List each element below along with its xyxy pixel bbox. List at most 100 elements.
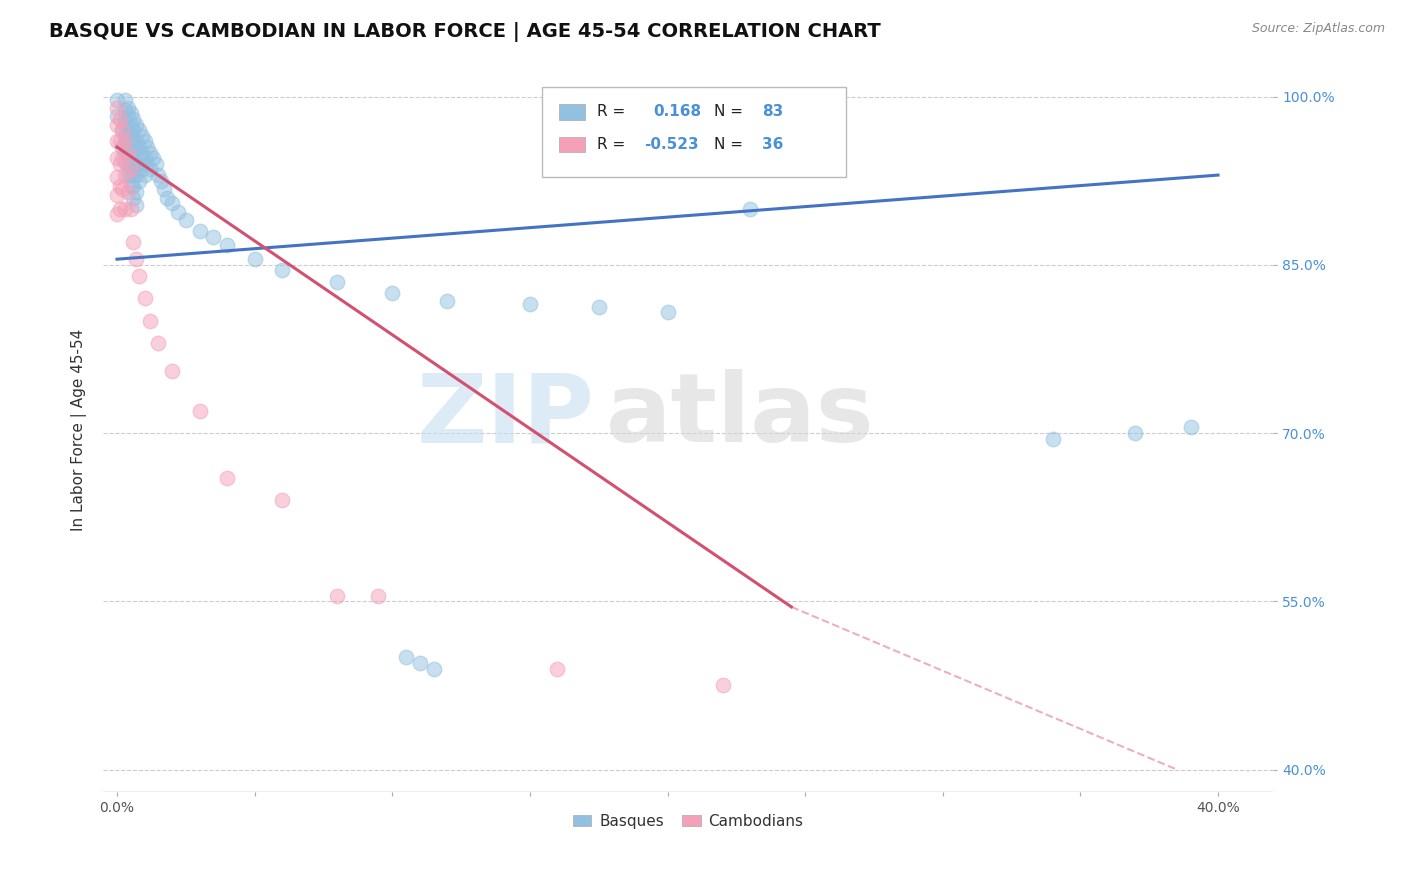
- Point: [117, 145, 139, 160]
- Point: [125, 157, 148, 171]
- Point: [114, 93, 136, 107]
- Point: [134, 151, 156, 165]
- Point: [105, 109, 128, 123]
- Text: N =: N =: [714, 137, 748, 152]
- Point: [114, 202, 136, 216]
- Point: [117, 185, 139, 199]
- Point: [1180, 420, 1202, 434]
- Point: [326, 589, 349, 603]
- Point: [105, 118, 128, 132]
- Point: [111, 181, 134, 195]
- Point: [217, 471, 239, 485]
- Text: R =: R =: [598, 104, 630, 120]
- Point: [117, 128, 139, 143]
- Point: [117, 168, 139, 182]
- Point: [122, 112, 145, 126]
- Point: [139, 145, 162, 160]
- Point: [114, 112, 136, 126]
- Point: [217, 237, 239, 252]
- Point: [114, 145, 136, 160]
- Point: [111, 123, 134, 137]
- Point: [546, 662, 568, 676]
- Text: Source: ZipAtlas.com: Source: ZipAtlas.com: [1251, 22, 1385, 36]
- Point: [128, 268, 150, 283]
- Point: [160, 364, 183, 378]
- Point: [150, 174, 173, 188]
- Text: ZIP: ZIP: [416, 369, 595, 462]
- Point: [381, 285, 404, 300]
- Point: [117, 120, 139, 135]
- FancyBboxPatch shape: [560, 136, 585, 153]
- Point: [738, 202, 761, 216]
- Point: [1042, 432, 1064, 446]
- Point: [120, 136, 142, 151]
- Point: [188, 403, 211, 417]
- Point: [114, 154, 136, 169]
- Point: [125, 118, 148, 132]
- Point: [117, 148, 139, 162]
- Y-axis label: In Labor Force | Age 45-54: In Labor Force | Age 45-54: [72, 329, 87, 532]
- Text: N =: N =: [714, 104, 748, 120]
- Point: [120, 202, 142, 216]
- Point: [395, 650, 418, 665]
- Point: [166, 205, 188, 219]
- Point: [114, 128, 136, 143]
- Point: [128, 174, 150, 188]
- Point: [114, 135, 136, 149]
- Point: [120, 128, 142, 143]
- Point: [125, 145, 148, 160]
- Point: [409, 656, 432, 670]
- Text: 36: 36: [762, 137, 783, 152]
- Point: [155, 190, 177, 204]
- Point: [122, 179, 145, 194]
- Point: [125, 135, 148, 149]
- Point: [148, 336, 170, 351]
- Point: [188, 224, 211, 238]
- Point: [160, 196, 183, 211]
- Point: [120, 118, 142, 132]
- Point: [122, 135, 145, 149]
- FancyBboxPatch shape: [541, 87, 846, 177]
- Point: [122, 235, 145, 250]
- FancyBboxPatch shape: [560, 104, 585, 120]
- Point: [128, 140, 150, 154]
- Point: [114, 168, 136, 182]
- Point: [120, 168, 142, 182]
- Point: [122, 123, 145, 137]
- Point: [122, 157, 145, 171]
- Point: [152, 181, 174, 195]
- Point: [105, 207, 128, 221]
- Point: [117, 109, 139, 123]
- Point: [174, 213, 197, 227]
- Point: [125, 198, 148, 212]
- Text: 0.168: 0.168: [652, 104, 702, 120]
- Point: [202, 229, 225, 244]
- Point: [108, 202, 131, 216]
- Point: [122, 168, 145, 182]
- Point: [108, 135, 131, 149]
- Point: [120, 179, 142, 194]
- Point: [136, 140, 159, 154]
- Text: atlas: atlas: [606, 369, 875, 462]
- Point: [131, 128, 153, 143]
- Point: [588, 301, 610, 315]
- Point: [105, 135, 128, 149]
- Point: [111, 123, 134, 137]
- Text: BASQUE VS CAMBODIAN IN LABOR FORCE | AGE 45-54 CORRELATION CHART: BASQUE VS CAMBODIAN IN LABOR FORCE | AGE…: [49, 22, 882, 42]
- Text: 83: 83: [762, 104, 783, 120]
- Text: -0.523: -0.523: [644, 137, 699, 152]
- Point: [111, 140, 134, 154]
- Point: [114, 103, 136, 117]
- Point: [120, 157, 142, 171]
- Point: [108, 112, 131, 126]
- Point: [125, 168, 148, 182]
- Point: [142, 151, 165, 165]
- Point: [145, 157, 167, 171]
- Point: [134, 168, 156, 182]
- Point: [326, 275, 349, 289]
- Point: [436, 293, 458, 308]
- Point: [114, 118, 136, 132]
- Point: [105, 101, 128, 115]
- Point: [367, 589, 389, 603]
- Point: [117, 101, 139, 115]
